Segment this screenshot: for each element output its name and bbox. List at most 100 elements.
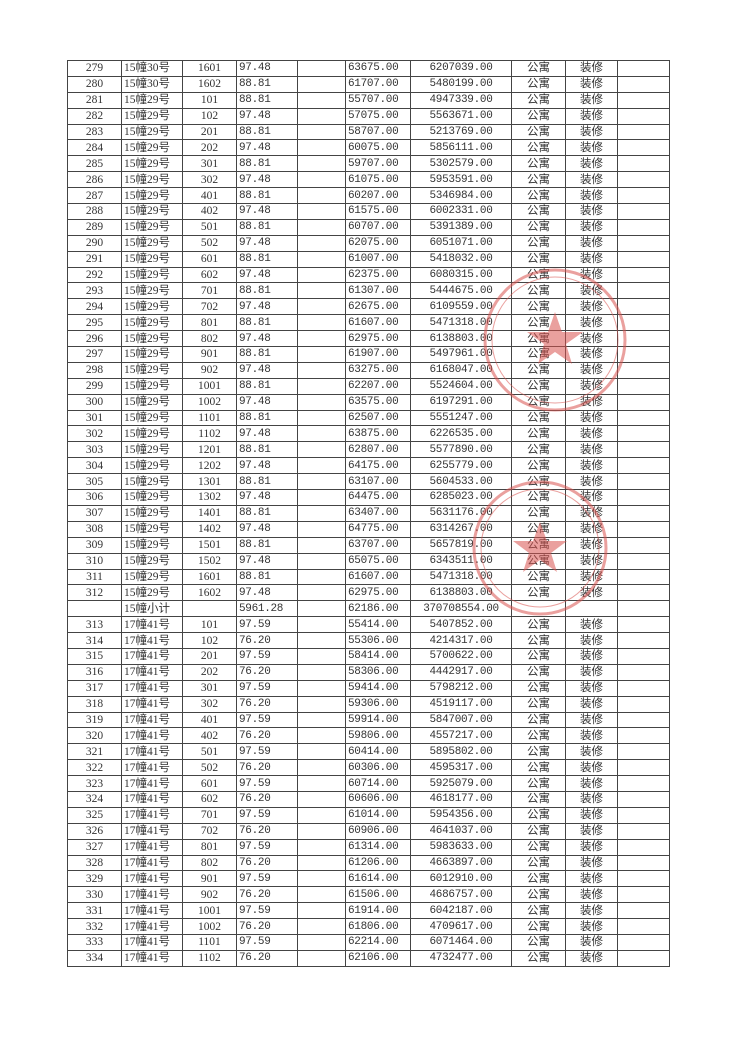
property-type-cell: 公寓	[511, 918, 566, 935]
decoration-cell: 装修	[565, 441, 618, 459]
remark-cell	[617, 600, 670, 618]
total-price-cell: 5391389.00	[410, 218, 512, 236]
row-number-cell: 316	[67, 663, 122, 681]
property-type-cell: 公寓	[511, 775, 566, 792]
blank-cell	[297, 330, 346, 348]
unit-price-cell: 61607.00	[345, 314, 411, 332]
table-row: 300 15幢29号 1002 97.48 63575.00 6197291.00 公寓 装修	[67, 393, 670, 411]
room-number-cell: 701	[182, 282, 237, 300]
remark-cell	[617, 854, 670, 872]
building-cell: 17幢41号	[121, 759, 183, 777]
property-type-cell: 公寓	[511, 250, 566, 268]
blank-cell	[297, 695, 346, 713]
blank-cell	[297, 218, 346, 236]
decoration-cell: 装修	[565, 536, 618, 554]
property-type-cell: 公寓	[511, 473, 566, 491]
unit-price-cell: 62507.00	[345, 409, 411, 427]
building-cell: 15幢29号	[121, 536, 183, 554]
table-body: 279 15幢30号 1601 97.48 63675.00 6207039.00 公寓 装修…	[67, 60, 670, 967]
table-row: 311 15幢29号 1601 88.81 61607.00 5471318.00 公寓 装修	[67, 568, 670, 586]
blank-cell	[297, 806, 346, 824]
table-row: 294 15幢29号 702 97.48 62675.00 6109559.00 公寓 装修	[67, 298, 670, 316]
unit-price-cell: 55414.00	[345, 616, 411, 634]
table-row: 288 15幢29号 402 97.48 61575.00 6002331.00 公寓 装修	[67, 203, 670, 220]
decoration-cell: 装修	[565, 393, 618, 411]
total-price-cell: 5604533.00	[410, 473, 512, 491]
unit-price-cell: 63275.00	[345, 361, 411, 379]
unit-price-cell: 60414.00	[345, 743, 411, 761]
remark-cell	[617, 822, 670, 840]
decoration-cell: 装修	[565, 91, 618, 109]
remark-cell	[617, 314, 670, 332]
room-number-cell: 202	[182, 139, 237, 157]
building-cell: 15幢29号	[121, 218, 183, 236]
unit-price-cell: 62975.00	[345, 584, 411, 602]
table-row: 333 17幢41号 1101 97.59 62214.00 6071464.00 公寓 装修	[67, 933, 670, 951]
decoration-cell: 装修	[565, 60, 618, 77]
unit-price-cell: 55306.00	[345, 632, 411, 649]
remark-cell	[617, 902, 670, 920]
decoration-cell: 装修	[565, 854, 618, 872]
building-cell: 15幢29号	[121, 266, 183, 284]
table-row: 303 15幢29号 1201 88.81 62807.00 5577890.00 公寓 装修	[67, 441, 670, 459]
room-number-cell: 701	[182, 806, 237, 824]
decoration-cell: 装修	[565, 886, 618, 904]
building-cell: 17幢41号	[121, 822, 183, 840]
blank-cell	[297, 91, 346, 109]
area-cell: 88.81	[236, 504, 298, 522]
property-type-cell: 公寓	[511, 933, 566, 951]
row-number-cell: 314	[67, 632, 122, 649]
property-type-cell: 公寓	[511, 806, 566, 824]
room-number-cell: 102	[182, 632, 237, 649]
decoration-cell: 装修	[565, 298, 618, 316]
room-number-cell: 101	[182, 616, 237, 634]
property-type-cell: 公寓	[511, 870, 566, 888]
room-number-cell: 1101	[182, 933, 237, 951]
room-number-cell: 1202	[182, 457, 237, 475]
unit-price-cell: 58707.00	[345, 123, 411, 141]
building-cell: 15幢29号	[121, 425, 183, 443]
decoration-cell: 装修	[565, 250, 618, 268]
decoration-cell: 装修	[565, 949, 618, 967]
total-price-cell: 5551247.00	[410, 409, 512, 427]
room-number-cell: 1001	[182, 902, 237, 920]
property-type-cell: 公寓	[511, 663, 566, 681]
table-row: 298 15幢29号 902 97.48 63275.00 6168047.00 公寓 装修	[67, 361, 670, 379]
row-number-cell: 287	[67, 187, 122, 205]
unit-price-cell: 64175.00	[345, 457, 411, 475]
table-row: 281 15幢29号 101 88.81 55707.00 4947339.00 公寓 装修	[67, 91, 670, 109]
unit-price-cell: 63407.00	[345, 504, 411, 522]
unit-price-cell: 62807.00	[345, 441, 411, 459]
table-row: 309 15幢29号 1501 88.81 63707.00 5657819.00 公寓 装修	[67, 536, 670, 554]
row-number-cell: 301	[67, 409, 122, 427]
total-price-cell: 5925079.00	[410, 775, 512, 792]
table-row: 302 15幢29号 1102 97.48 63875.00 6226535.00 公寓 装修	[67, 425, 670, 443]
table-row: 310 15幢29号 1502 97.48 65075.00 6343511.00 公寓 装修	[67, 552, 670, 570]
table-row: 332 17幢41号 1002 76.20 61806.00 4709617.00 公寓 装修	[67, 918, 670, 935]
remark-cell	[617, 663, 670, 681]
room-number-cell: 902	[182, 886, 237, 904]
row-number-cell: 290	[67, 234, 122, 252]
blank-cell	[297, 790, 346, 808]
remark-cell	[617, 489, 670, 506]
table-row: 315 17幢41号 201 97.59 58414.00 5700622.00 公寓 装修	[67, 647, 670, 665]
blank-cell	[297, 282, 346, 300]
property-type-cell: 公寓	[511, 632, 566, 649]
remark-cell	[617, 870, 670, 888]
total-price-cell: 5497961.00	[410, 346, 512, 363]
building-cell: 15幢29号	[121, 409, 183, 427]
building-cell: 17幢41号	[121, 870, 183, 888]
room-number-cell: 802	[182, 330, 237, 348]
room-number-cell: 1501	[182, 536, 237, 554]
decoration-cell: 装修	[565, 838, 618, 856]
property-type-cell: 公寓	[511, 441, 566, 459]
row-number-cell: 299	[67, 377, 122, 395]
blank-cell	[297, 425, 346, 443]
row-number-cell: 288	[67, 203, 122, 220]
total-price-cell: 4663897.00	[410, 854, 512, 872]
building-cell: 15幢29号	[121, 489, 183, 506]
building-cell: 15幢29号	[121, 552, 183, 570]
row-number-cell: 308	[67, 520, 122, 538]
property-type-cell: 公寓	[511, 346, 566, 363]
unit-price-cell: 62106.00	[345, 949, 411, 967]
